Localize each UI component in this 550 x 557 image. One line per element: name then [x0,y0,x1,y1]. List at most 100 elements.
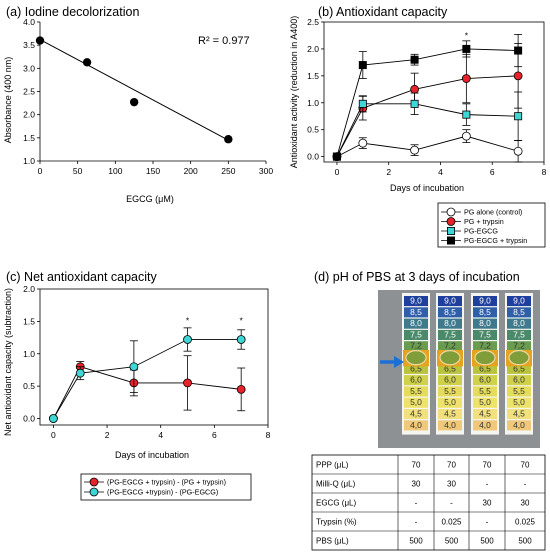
ph-color-pad [473,318,497,329]
ph-scale-label: 5,0 [513,397,525,407]
panel-b-legend-label: PG + trypsin [464,217,504,226]
ph-scale-label: 9,0 [410,296,422,306]
table-cell: 30 [412,480,421,489]
table-cell: - [450,499,453,508]
panel-b-legend-marker [446,226,455,235]
ph-scale-label: 7,5 [444,329,456,339]
ph-strip: 9,08,58,07,57,27,06,56,05,55,04,54,0 [436,293,464,435]
panel-c-ylabel: Net antioxidant capacity (subtraction) [3,288,13,436]
panel-c-x-tick-label: 6 [212,430,217,440]
panel-c-y-tick-label: 0.0 [23,414,35,424]
panel-c-plot: 0 2 4 6 8 0.0 0.5 1.0 1.5 2.0 * * [23,284,270,440]
ph-color-pad [507,307,531,318]
ph-scale-label: 8,5 [444,307,456,317]
panel-b-legend-box [437,202,546,248]
ph-color-pad [404,409,428,420]
ph-scale-label: 6,0 [444,375,456,385]
panel-c-series-line [53,339,242,419]
panel-b-legend-label: PG alone (control) [464,208,522,217]
panel-d: (d) pH of PBS at 3 days of incubation 9,… [311,270,546,551]
ph-color-pad [507,397,531,408]
panel-b-significance-star: * [465,30,469,40]
panel-b-data-point [410,55,419,64]
ph-scale-label: 5,5 [513,386,525,396]
ph-scale-label: 4,0 [479,420,491,430]
ph-color-pad [473,329,497,340]
table-cell: - [415,499,418,508]
ph-scale-label: 8,5 [513,307,525,317]
ph-color-pad [438,341,462,352]
panel-b-y-tick-label: 2.0 [307,44,319,54]
table-row-label: Trypsin (%) [316,518,357,527]
ph-scale-label: 6,0 [479,375,491,385]
ph-color-pad [404,363,428,374]
panel-b-data-point [462,110,471,119]
ph-test-pad [474,350,496,366]
panel-b-data-point [513,146,523,156]
panel-c-legend-label: (PG-EGCG + trypsin) - (PG + trypsin) [107,478,226,487]
table-cell: - [415,518,418,527]
panel-b-xlabel: Days of incubation [390,183,464,193]
panel-a-ylabel: Absorbance (400 nm) [3,57,13,144]
panel-c-data-point [75,368,85,378]
panel-a-x-tick-label: 50 [73,166,83,176]
ph-scale-label: 7,2 [513,341,525,351]
panel-c-x-tick-label: 0 [51,430,56,440]
panel-a-plot: 0 50 100 150 200 250 300 1.0 1.5 2.0 2.5 3.0 3.5 4.0 [23,17,273,176]
panel-b-data-point [461,74,471,83]
table-cell: - [486,518,489,527]
panel-b-x-tick-label: 0 [335,167,340,177]
ph-color-pad [473,363,497,374]
panel-b-data-point [513,71,523,81]
panel-c-xlabel: Days of incubation [115,450,189,460]
ph-color-pad [507,329,531,340]
table-row-label: PPP (μL) [316,461,349,470]
ph-color-pad [404,375,428,386]
panel-c-significance-star: * [186,315,190,325]
ph-color-pad [404,341,428,352]
panel-b-x-tick-label: 4 [438,167,443,177]
ph-color-pad [473,341,497,352]
panel-b-y-tick-label: 2.5 [307,17,319,27]
panel-a-x-tick-label: 0 [38,166,43,176]
panel-b-y-tick-label: 1.5 [307,71,319,81]
panel-c-legend: (PG-EGCG + trypsin) - (PG + trypsin)(PG-… [80,473,252,501]
panel-b-legend-label: PG-EGCG + trypsin [464,236,527,245]
ph-scale-label: 5,0 [444,397,456,407]
ph-scale-label: 5,5 [444,386,456,396]
table-cell: 0.025 [441,518,462,527]
ph-color-pad [507,341,531,352]
panel-c-x-tick-label: 8 [266,430,271,440]
ph-color-pad [404,420,428,431]
ph-arrow [380,356,404,368]
ph-color-pad [404,307,428,318]
ph-color-pad [438,363,462,374]
table-cell: 70 [521,461,530,470]
panel-a-x-tick-label: 200 [184,166,198,176]
panel-b-legend-marker [446,217,456,226]
panel-b-x-tick-label: 2 [386,167,391,177]
panel-b-legend-marker [446,236,455,245]
ph-scale-label: 8,0 [410,318,422,328]
table-cell: 500 [480,537,494,546]
ph-color-pad [438,397,462,408]
panel-c-series-1 [49,327,246,423]
panel-a-data-point [35,36,45,45]
panel-c-data-point [183,335,192,344]
panel-b-y-tick-label: 1.0 [307,98,319,108]
ph-scale-label: 6,5 [513,363,525,373]
ph-scale-label: 7,5 [479,329,491,339]
panel-a-x-tick-label: 100 [108,166,122,176]
ph-color-pad [438,409,462,420]
panel-c-data-point [129,362,139,372]
ph-scale-label: 8,0 [513,318,525,328]
ph-color-pad [507,386,531,397]
ph-scale-label: 5,0 [410,397,422,407]
table-frame [311,454,546,551]
ph-color-pad [404,397,428,408]
panel-a-data-point [82,58,92,67]
ph-scale-label: 4,5 [479,409,491,419]
ph-color-pad [507,296,531,307]
panel-a-y-tick-label: 3.5 [23,40,35,50]
table-cell: 500 [445,537,459,546]
